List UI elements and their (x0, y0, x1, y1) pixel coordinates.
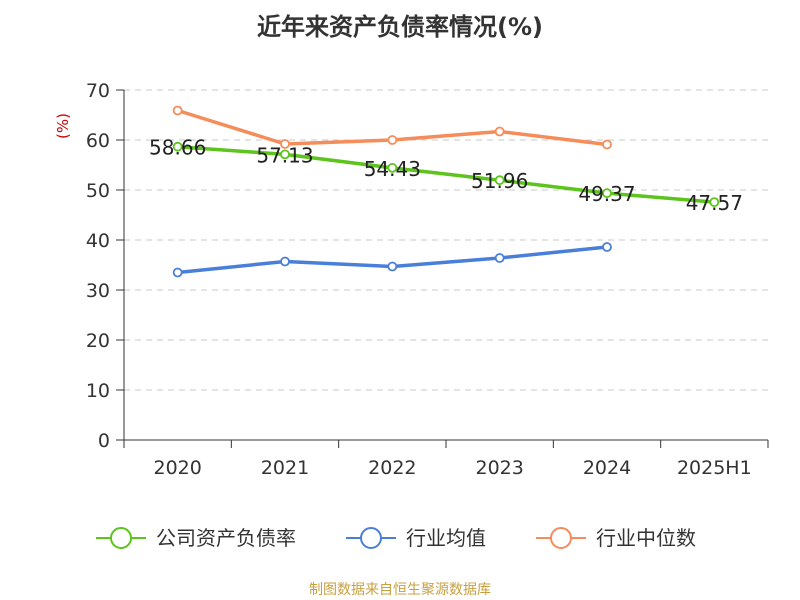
series-lines (172, 105, 720, 278)
data-label: 58.66 (149, 136, 206, 160)
y-tick-label: 70 (86, 80, 110, 102)
data-point (172, 141, 183, 152)
legend-label: 行业均值 (406, 526, 486, 550)
data-point (280, 256, 290, 267)
legend-item-0: 公司资产负债率 (96, 526, 296, 550)
y-tick-label: 50 (86, 180, 110, 202)
y-tick-label: 0 (98, 430, 110, 452)
legend-marker (360, 527, 382, 549)
y-tick-label: 60 (86, 130, 110, 152)
data-point (172, 267, 183, 278)
y-tick-label: 20 (86, 330, 110, 352)
y-tick-label: 30 (86, 280, 110, 302)
data-point (387, 135, 398, 145)
data-point (494, 253, 505, 263)
data-point (602, 139, 612, 150)
chart-title: 近年来资产负债率情况(%) (257, 13, 543, 41)
legend: 公司资产负债率 行业均值 行业中位数 (96, 526, 696, 550)
data-point (280, 139, 290, 149)
x-tick-label: 2023 (475, 457, 523, 479)
legend-label: 行业中位数 (596, 526, 696, 550)
legend-item-2: 行业中位数 (536, 526, 696, 550)
x-tick-label: 2022 (368, 457, 416, 479)
data-point (280, 149, 290, 160)
series-0 (172, 141, 720, 208)
data-label: 54.43 (364, 157, 421, 181)
x-tick-labels: 2020 2021 2022 2023 2024 2025H1 (153, 457, 751, 479)
data-point (709, 197, 720, 208)
data-point (172, 105, 183, 116)
data-label: 49.37 (578, 182, 635, 206)
data-point (602, 242, 612, 252)
series-2 (172, 105, 612, 150)
series-1 (172, 242, 612, 278)
y-tick-label: 10 (86, 380, 110, 402)
y-tick-label: 40 (86, 230, 110, 252)
series-line (175, 144, 717, 204)
data-point (387, 162, 398, 173)
y-axis-unit-label: (%) (54, 113, 72, 139)
x-tick-label: 2021 (261, 457, 309, 479)
legend-item-1: 行业均值 (346, 526, 486, 550)
data-label: 57.13 (256, 143, 313, 167)
legend-marker (110, 527, 132, 549)
axes (116, 89, 769, 448)
y-tick-labels: 0 10 20 30 40 50 60 70 (86, 80, 110, 452)
data-point (602, 188, 612, 199)
x-tick-label: 2025H1 (677, 457, 752, 479)
gridlines (124, 89, 768, 391)
data-point (387, 261, 398, 272)
data-label: 51.96 (471, 169, 528, 193)
data-point (494, 126, 505, 137)
x-tick-label: 2020 (153, 457, 201, 479)
source-note: 制图数据来自恒生聚源数据库 (309, 582, 491, 598)
data-point (494, 175, 505, 186)
legend-marker (550, 527, 572, 549)
x-tick-label: 2024 (583, 457, 631, 479)
legend-label: 公司资产负债率 (156, 526, 296, 550)
data-labels: 58.66 57.13 54.43 51.96 49.37 47.57 (149, 136, 743, 215)
data-label: 47.57 (686, 191, 743, 215)
